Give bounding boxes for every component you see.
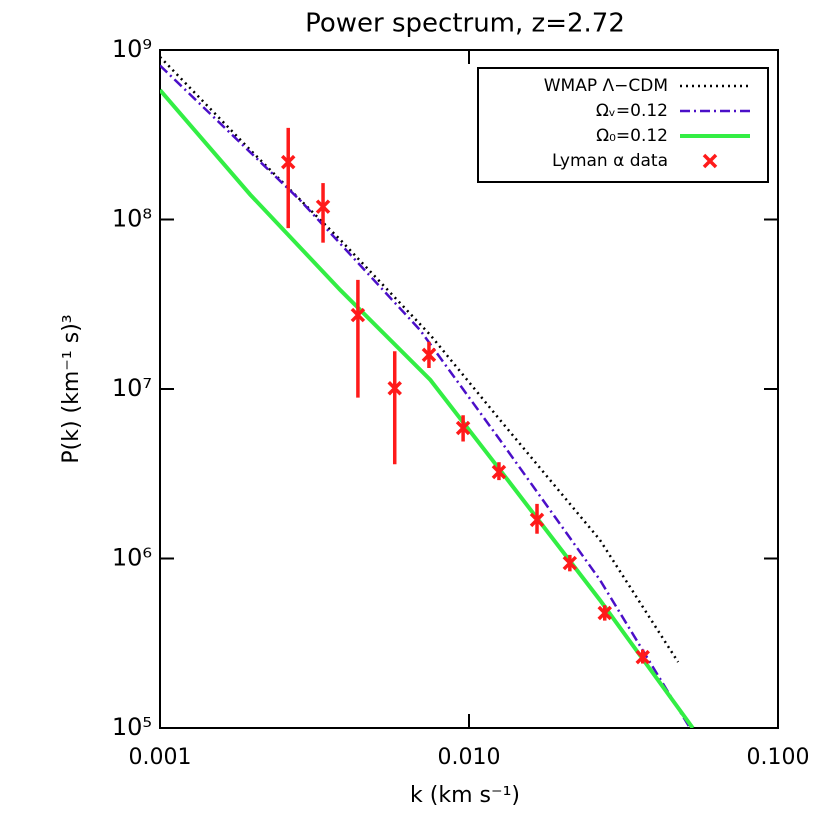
x-tick-label: 0.001 [129, 745, 192, 770]
y-axis-label: P(k) (km⁻¹ s)³ [59, 314, 84, 463]
chart-title: Power spectrum, z=2.72 [305, 9, 625, 39]
x-axis-label: k (km s⁻¹) [410, 783, 520, 808]
data-marker [491, 464, 507, 480]
data-marker [455, 420, 471, 436]
legend-label: Ω₀=0.12 [596, 126, 668, 146]
series-line [160, 64, 692, 728]
data-marker [529, 512, 545, 528]
y-tick-label: 10⁷ [112, 374, 152, 402]
y-tick-label: 10⁵ [112, 713, 152, 741]
x-tick-label: 0.100 [747, 745, 810, 770]
x-tick-label: 0.010 [438, 745, 501, 770]
data-marker [350, 307, 366, 323]
data-marker [597, 605, 612, 621]
legend-label: Lyman α data [552, 151, 668, 171]
data-marker [562, 555, 578, 571]
y-tick-label: 10⁸ [112, 205, 152, 233]
series-line [160, 88, 695, 728]
legend-label: WMAP Λ−CDM [544, 76, 668, 96]
data-marker [280, 154, 296, 170]
data-marker [702, 153, 718, 169]
data-marker [387, 381, 402, 396]
y-tick-label: 10⁹ [112, 35, 152, 63]
legend-label: Ωᵥ=0.12 [596, 101, 668, 121]
legend-box [477, 67, 769, 183]
data-marker [635, 649, 650, 665]
data-marker [315, 199, 331, 214]
data-marker [421, 347, 437, 363]
y-tick-label: 10⁶ [112, 544, 152, 572]
